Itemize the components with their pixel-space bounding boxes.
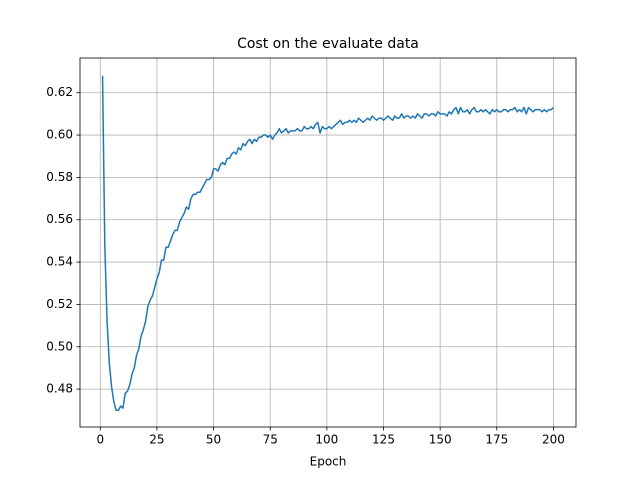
x-tick-label: 25 <box>149 433 164 447</box>
y-tick-label: 0.52 <box>46 297 73 311</box>
y-tick-label: 0.50 <box>46 339 73 353</box>
y-tick-label: 0.48 <box>46 382 73 396</box>
y-tick-label: 0.60 <box>46 128 73 142</box>
plot <box>101 75 554 412</box>
data-line <box>101 75 554 412</box>
x-tick-label: 0 <box>96 433 104 447</box>
y-tick-label: 0.62 <box>46 85 73 99</box>
x-axis-label: Epoch <box>310 455 347 469</box>
x-tick-label: 50 <box>206 433 221 447</box>
y-tick-label: 0.56 <box>46 212 73 226</box>
x-tick-label: 150 <box>429 433 452 447</box>
x-tick-label: 200 <box>542 433 565 447</box>
chart-title: Cost on the evaluate data <box>237 36 419 52</box>
x-tick-label: 175 <box>485 433 508 447</box>
axes-frame <box>79 57 577 428</box>
ticks: 0 25 50 75 100 125 150 175 200 0.48 0.50 0.52 0.54 0.… <box>46 85 565 446</box>
x-tick-label: 75 <box>263 433 278 447</box>
x-tick-label: 100 <box>315 433 338 447</box>
y-tick-label: 0.54 <box>46 255 73 269</box>
x-tick-label: 125 <box>372 433 395 447</box>
y-tick-label: 0.58 <box>46 170 73 184</box>
